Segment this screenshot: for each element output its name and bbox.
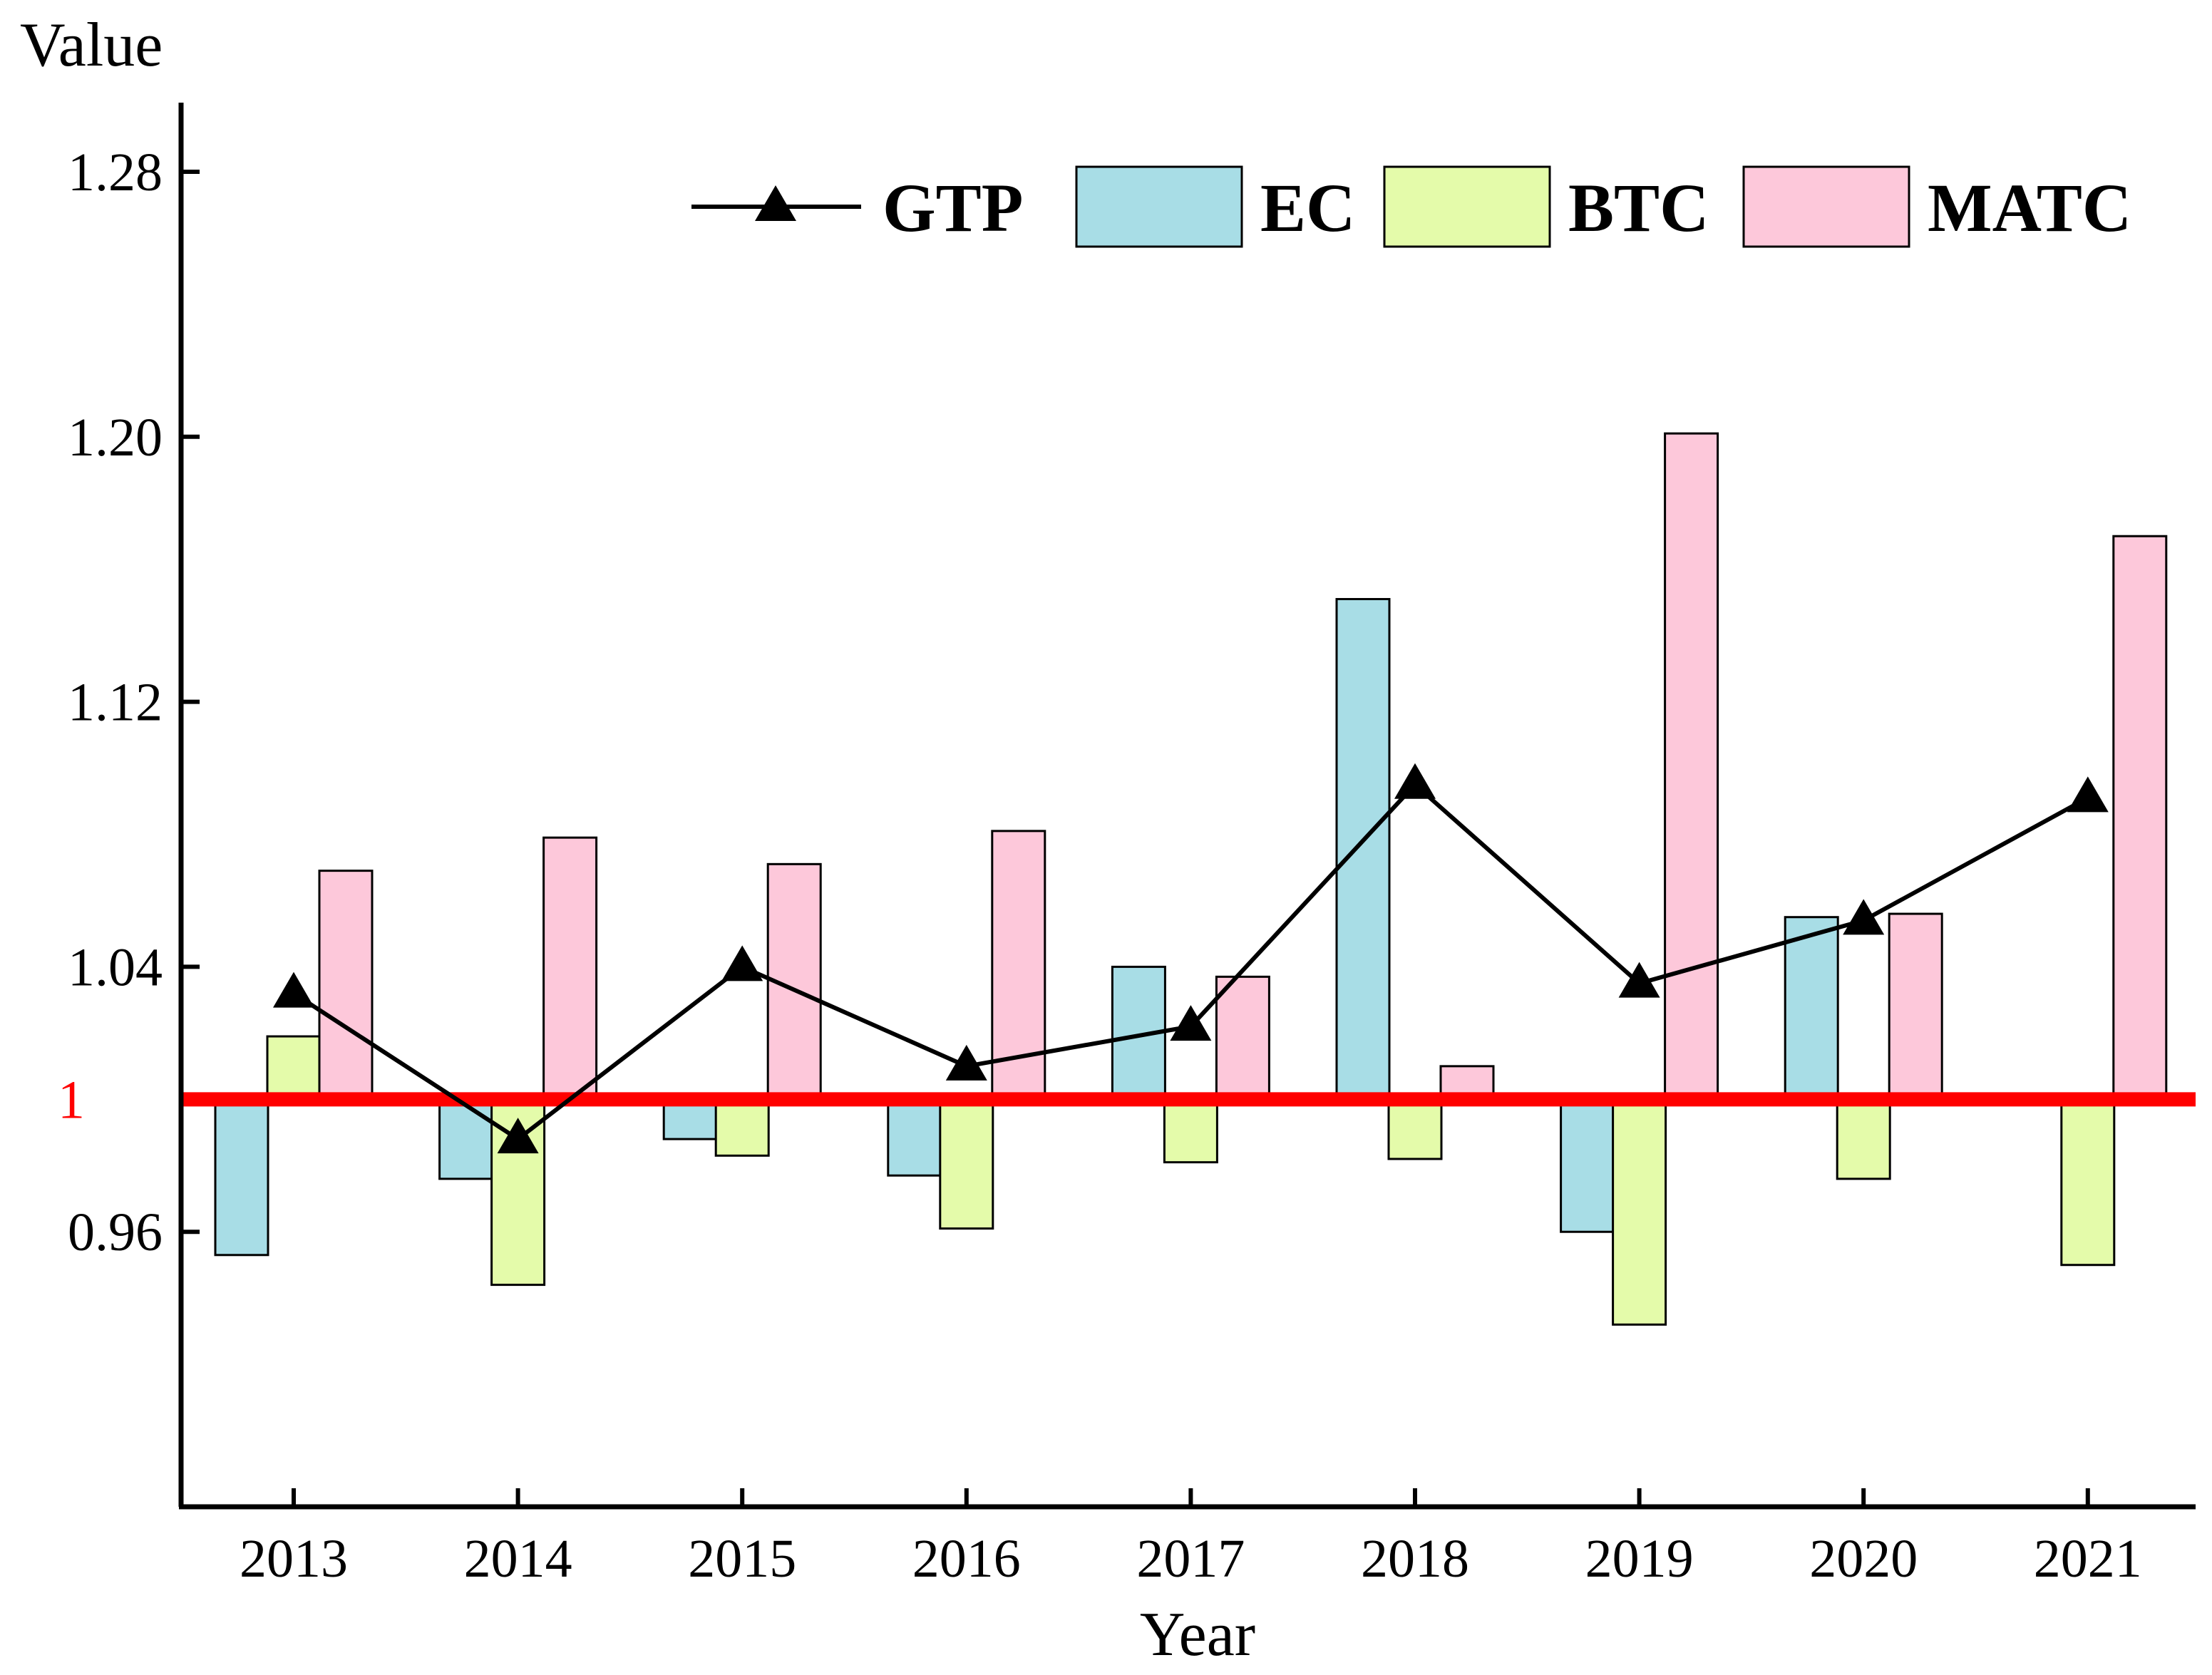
legend-label-gtp: GTP [883, 170, 1023, 246]
legend: GTP EC BTC MATC [691, 165, 2131, 248]
legend-label-ec: EC [1260, 170, 1355, 246]
bar-btc-2020 [1836, 1098, 1891, 1180]
bar-btc-2017 [1163, 1098, 1218, 1164]
y-axis-title: Value [20, 11, 163, 80]
bar-btc-2018 [1387, 1098, 1443, 1160]
bar-matc-2013 [318, 870, 374, 1101]
y-tick-label: 1.12 [68, 673, 163, 733]
marker-gtp-2014 [497, 1118, 539, 1154]
bar-ec-2019 [1560, 1098, 1615, 1233]
marker-gtp-2015 [721, 945, 763, 981]
marker-gtp-2017 [1170, 1005, 1212, 1041]
x-tick-label: 2018 [1361, 1529, 1469, 1589]
x-tick-label: 2017 [1136, 1529, 1245, 1589]
y-tick-label: 0.96 [68, 1202, 163, 1262]
bar-matc-2021 [2112, 535, 2168, 1101]
bar-btc-2013 [266, 1035, 321, 1101]
axes-layer: 0.96 1.04 1.12 1.20 1.28 1 2013 2014 2015 2016 201… [58, 103, 2196, 1589]
bars-layer [214, 432, 2168, 1326]
legend-swatch-ec [1075, 165, 1243, 248]
bar-btc-2015 [714, 1098, 770, 1157]
bar-ec-2013 [214, 1098, 269, 1257]
marker-gtp-2013 [273, 972, 314, 1008]
bar-ec-2016 [887, 1098, 942, 1177]
bar-matc-2017 [1215, 975, 1270, 1101]
x-tick-label: 2014 [464, 1529, 572, 1589]
legend-marker-gtp [755, 185, 796, 221]
marker-gtp-2021 [2067, 776, 2109, 813]
bar-matc-2020 [1888, 912, 1943, 1101]
legend-label-btc: BTC [1568, 170, 1709, 246]
x-tick-label: 2020 [1809, 1529, 1918, 1589]
marker-gtp-2018 [1394, 763, 1436, 799]
bar-matc-2014 [542, 836, 598, 1101]
y-tick-label: 1.20 [68, 408, 163, 468]
bar-ec-2018 [1335, 598, 1391, 1101]
marker-gtp-2020 [1843, 899, 1885, 935]
marker-gtp-2016 [945, 1044, 987, 1081]
x-tick-label: 2021 [2034, 1529, 2142, 1589]
legend-swatch-btc [1383, 165, 1551, 248]
reference-line-label: 1 [58, 1070, 85, 1130]
bar-ec-2020 [1784, 916, 1839, 1101]
bar-btc-2016 [939, 1098, 994, 1230]
x-tick-label: 2015 [688, 1529, 796, 1589]
bar-matc-2019 [1664, 432, 1719, 1101]
x-tick-label: 2019 [1585, 1529, 1694, 1589]
y-tick-label: 1.04 [68, 937, 163, 997]
legend-swatch-matc [1742, 165, 1910, 248]
bar-ec-2014 [438, 1098, 494, 1180]
marker-gtp-2019 [1618, 962, 1660, 998]
x-axis-title: Year [1140, 1600, 1255, 1669]
legend-label-matc: MATC [1928, 170, 2131, 246]
bar-btc-2019 [1612, 1098, 1667, 1326]
x-tick-label: 2013 [240, 1529, 348, 1589]
bar-btc-2021 [2060, 1098, 2116, 1267]
line-layer [273, 763, 2109, 1154]
x-tick-label: 2016 [912, 1529, 1021, 1589]
y-tick-label: 1.28 [68, 143, 163, 202]
